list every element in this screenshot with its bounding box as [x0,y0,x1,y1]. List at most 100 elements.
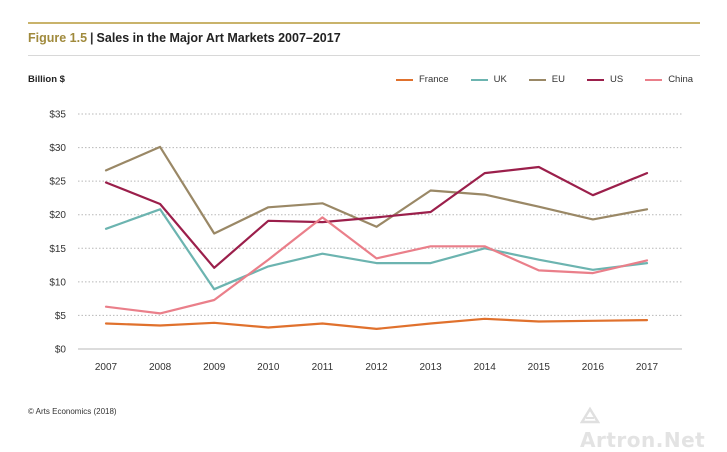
data-point-us [429,211,431,213]
data-point-eu [646,208,648,210]
data-point-uk [538,259,540,261]
data-point-china [375,257,377,259]
data-point-france [375,328,377,330]
legend-label-eu: EU [551,74,565,85]
chart-legend: France UK EU US China [396,74,715,85]
x-tick-label: 2016 [582,362,605,373]
data-point-eu [484,193,486,195]
data-point-eu [592,218,594,220]
data-point-eu [159,146,161,148]
data-point-china [646,259,648,261]
legend-item-eu: EU [528,74,565,85]
data-point-china [159,312,161,314]
y-tick-label: $25 [49,177,66,188]
data-point-us [321,221,323,223]
data-point-france [484,318,486,320]
y-tick-label: $15 [49,244,66,255]
data-point-us [538,166,540,168]
x-tick-label: 2009 [203,362,226,373]
legend-label-china: China [668,74,694,85]
data-point-eu [321,202,323,204]
y-axis-unit-label: Billion $ [28,74,65,85]
data-point-france [592,320,594,322]
legend-swatch-france [396,78,413,81]
legend-label-uk: UK [493,74,507,85]
legend-item-france: France [396,74,449,85]
x-tick-label: 2011 [312,362,334,373]
x-tick-label: 2010 [257,362,280,373]
data-point-us [267,220,269,222]
data-point-uk [321,252,323,254]
x-tick-label: 2013 [419,362,442,373]
legend-swatch-eu [528,78,546,81]
title-separator: | [90,31,94,45]
chart-title: Sales in the Major Art Markets 2007–2017 [96,31,341,45]
legend-item-uk: UK [470,74,507,85]
series-line-china [104,216,649,315]
legend-swatch-uk [470,78,488,81]
artron-logo-icon [580,406,600,424]
watermark: Artron.Net [580,404,727,452]
data-point-eu [267,206,269,208]
data-point-china [267,259,269,261]
series-line-france [104,317,649,330]
figure-number: Figure 1.5 [28,31,88,45]
data-point-eu [213,232,215,234]
data-point-us [375,216,377,218]
data-point-uk [267,265,269,267]
data-point-france [538,320,540,322]
data-point-france [321,322,323,324]
y-tick-label: $0 [55,345,67,356]
legend-label-france: France [419,74,449,85]
data-point-us [484,172,486,174]
data-point-us [646,172,648,174]
x-tick-label: 2014 [474,362,497,373]
legend-label-us: US [609,74,624,85]
x-tick-label: 2012 [365,362,388,373]
data-point-china [213,299,215,301]
x-tick-label: 2017 [636,362,659,373]
data-point-france [646,319,648,321]
series-line-eu [104,145,649,235]
legend-item-china: China [645,74,693,85]
x-tick-label: 2007 [95,362,118,373]
data-point-china [429,245,431,247]
series-line-us [104,165,649,269]
data-point-france [105,322,107,324]
data-point-uk [429,262,431,264]
top-accent-rule [28,22,700,24]
data-point-uk [159,208,161,210]
y-tick-label: $20 [49,210,66,221]
data-point-china [321,216,323,218]
source-credit: © Arts Economics (2018) [28,407,117,416]
data-point-uk [213,288,215,290]
x-tick-label: 2008 [149,362,172,373]
data-point-eu [375,226,377,228]
data-point-france [213,322,215,324]
data-point-uk [646,262,648,264]
data-point-us [159,203,161,205]
data-point-eu [429,189,431,191]
data-point-china [538,269,540,271]
data-point-eu [538,205,540,207]
legend-swatch-us [586,78,604,81]
y-tick-label: $10 [49,277,66,288]
data-point-eu [105,169,107,171]
y-tick-label: $5 [55,311,67,322]
legend-item-us: US [586,74,624,85]
title-divider [28,55,700,56]
y-tick-label: $35 [49,110,66,121]
y-tick-label: $30 [49,143,66,154]
data-point-uk [375,262,377,264]
watermark-text: Artron.Net [580,428,706,452]
data-point-uk [592,269,594,271]
data-point-china [484,245,486,247]
data-point-us [213,267,215,269]
figure-title: Figure 1.5 | Sales in the Major Art Market… [28,31,341,45]
data-point-china [105,306,107,308]
data-point-us [105,181,107,183]
data-point-france [429,322,431,324]
line-chart: $0 $5 $10 $15 $20 $25 $30 $35 2007 2008 2009 2010 20… [49,110,682,373]
data-point-china [592,272,594,274]
data-point-uk [105,228,107,230]
